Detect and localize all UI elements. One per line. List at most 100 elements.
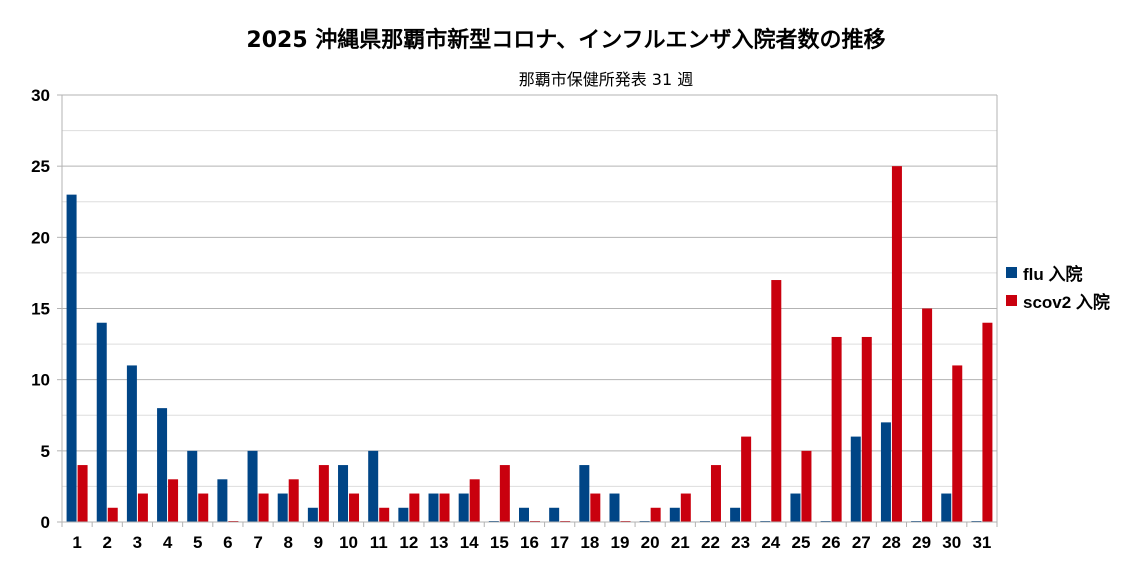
x-tick-label: 9 [314, 533, 323, 552]
x-tick-label: 20 [641, 533, 660, 552]
bar-flu [850, 436, 861, 522]
y-tick-label: 30 [31, 86, 50, 105]
bar-scov2 [891, 166, 902, 522]
x-tick-label: 26 [822, 533, 841, 552]
bar-scov2 [288, 479, 299, 522]
x-tick-label: 19 [611, 533, 630, 552]
bar-flu [247, 450, 258, 522]
bar-flu [458, 493, 469, 522]
bar-scov2 [922, 308, 933, 522]
x-tick-label: 27 [852, 533, 871, 552]
bar-scov2 [409, 493, 420, 522]
bar-flu [669, 507, 680, 522]
x-tick-label: 18 [580, 533, 599, 552]
bar-scov2 [379, 507, 390, 522]
bar-scov2 [349, 493, 360, 522]
x-tick-label: 4 [163, 533, 173, 552]
bar-scov2 [77, 465, 88, 522]
y-tick-label: 20 [31, 228, 50, 247]
x-tick-label: 28 [882, 533, 901, 552]
x-tick-label: 14 [460, 533, 479, 552]
x-tick-label: 25 [791, 533, 810, 552]
legend-item-flu: flu 入院 [1006, 258, 1110, 286]
bar-scov2 [439, 493, 450, 522]
bar-scov2 [680, 493, 691, 522]
bar-scov2 [861, 336, 872, 522]
x-tick-label: 10 [339, 533, 358, 552]
x-tick-label: 15 [490, 533, 509, 552]
bar-flu [579, 465, 590, 522]
bar-scov2 [258, 493, 269, 522]
legend-item-scov2: scov2 入院 [1006, 286, 1110, 314]
bar-flu [66, 194, 77, 522]
x-tick-label: 31 [972, 533, 991, 552]
x-tick-label: 17 [550, 533, 569, 552]
bar-flu [549, 507, 560, 522]
bar-flu [941, 493, 952, 522]
bar-scov2 [982, 322, 993, 522]
y-tick-label: 0 [41, 513, 50, 532]
bar-flu [730, 507, 741, 522]
x-tick-label: 12 [399, 533, 418, 552]
bar-flu [157, 408, 168, 522]
y-tick-label: 15 [31, 300, 50, 319]
bar-flu [368, 450, 379, 522]
bar-flu [277, 493, 288, 522]
chart-subtitle: 那覇市保健所発表 31 週 [518, 70, 694, 89]
bar-flu [338, 465, 349, 522]
x-tick-label: 11 [370, 533, 388, 552]
x-tick-label: 21 [671, 533, 690, 552]
bar-scov2 [318, 465, 329, 522]
bar-scov2 [952, 365, 963, 522]
bar-flu [96, 322, 107, 522]
bar-scov2 [710, 465, 721, 522]
bar-flu [519, 507, 529, 522]
x-tick-label: 13 [430, 533, 449, 552]
chart-title: 2025 沖縄県那覇市新型コロナ、インフルエンザ入院者数の推移 [246, 28, 886, 53]
legend-swatch-scov2 [1006, 294, 1017, 306]
bar-flu [880, 422, 891, 522]
bar-layer [66, 166, 993, 522]
bar-flu [126, 365, 137, 522]
bar-flu [307, 507, 318, 522]
bar-scov2 [137, 493, 148, 522]
x-tick-label: 16 [520, 533, 539, 552]
x-tick-label: 23 [731, 533, 750, 552]
legend-label-flu: flu 入院 [1023, 264, 1083, 284]
x-tick-label: 6 [223, 533, 232, 552]
x-tick-label: 29 [912, 533, 931, 552]
bar-scov2 [107, 507, 118, 522]
bar-flu [609, 493, 620, 522]
y-tick-label: 25 [31, 157, 50, 176]
bar-scov2 [741, 436, 752, 522]
bar-flu [398, 507, 409, 522]
bar-flu [428, 493, 439, 522]
x-tick-label: 2 [103, 533, 112, 552]
bar-scov2 [771, 280, 782, 522]
bar-scov2 [198, 493, 209, 522]
bar-scov2 [168, 479, 179, 522]
bar-scov2 [469, 479, 480, 522]
y-tick-label: 5 [41, 442, 50, 461]
x-tick-label: 8 [283, 533, 292, 552]
x-tick-label: 24 [761, 533, 780, 552]
bar-scov2 [831, 336, 842, 522]
y-tick-label: 10 [31, 371, 50, 390]
bar-flu [187, 450, 198, 522]
x-tick-label: 5 [193, 533, 202, 552]
x-tick-label: 30 [942, 533, 961, 552]
x-tick-label: 3 [133, 533, 142, 552]
x-tick-label: 22 [701, 533, 720, 552]
bar-scov2 [801, 450, 812, 522]
chart-legend: flu 入院 scov2 入院 [1006, 258, 1110, 314]
axis-layer [57, 94, 998, 527]
legend-swatch-flu [1006, 266, 1017, 278]
x-tick-label: 7 [253, 533, 262, 552]
legend-label-scov2: scov2 入院 [1023, 292, 1110, 312]
x-tick-label: 1 [72, 533, 81, 552]
bar-flu [790, 493, 801, 522]
bar-flu [217, 479, 228, 522]
bar-scov2 [499, 465, 510, 522]
